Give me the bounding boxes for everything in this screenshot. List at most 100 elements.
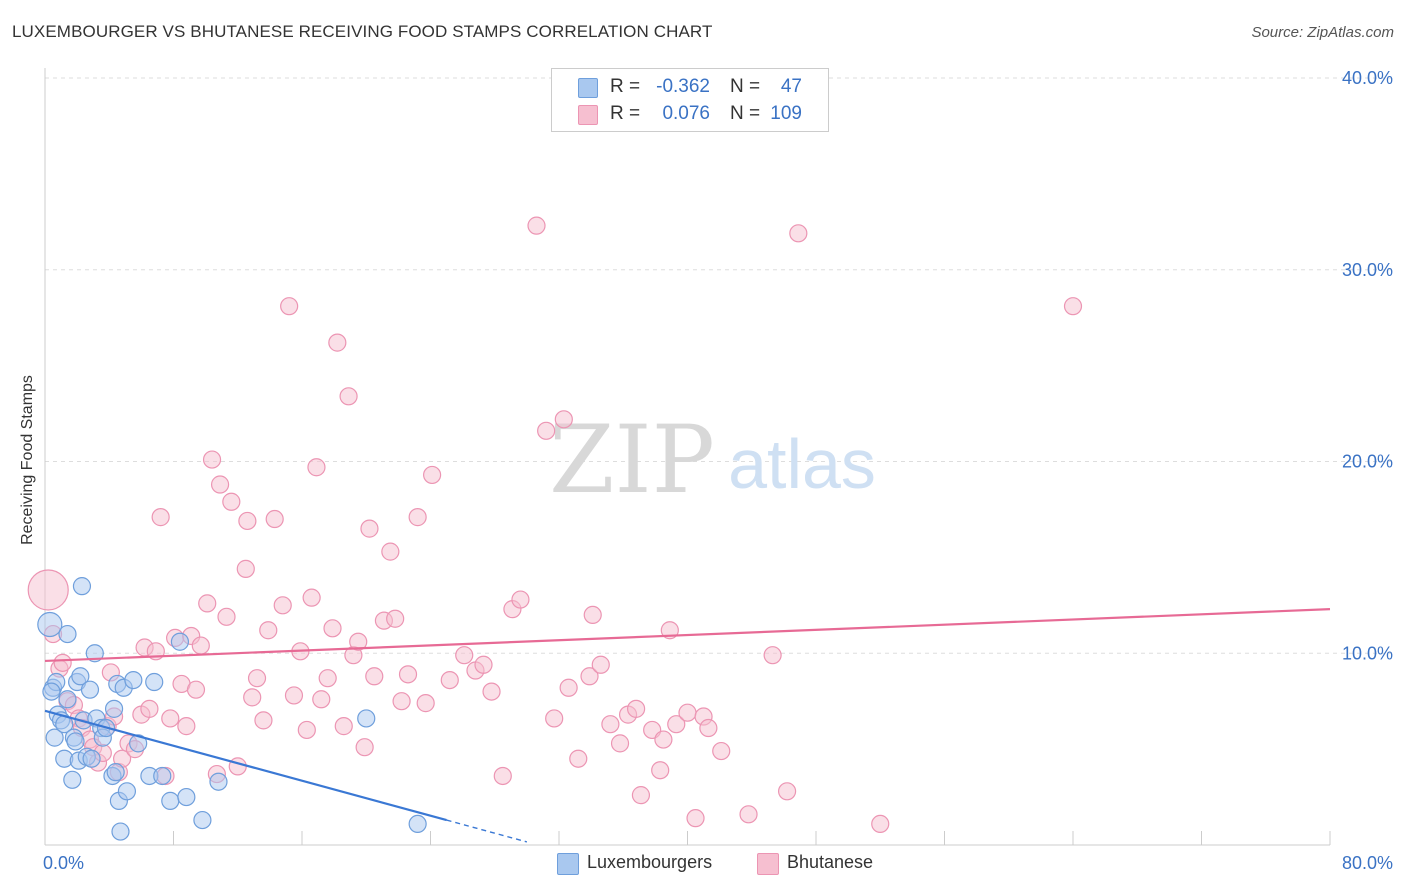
bhutanese-points bbox=[27, 216, 1083, 834]
data-point bbox=[318, 669, 337, 688]
data-point bbox=[610, 734, 630, 753]
watermark: ZIP atlas bbox=[549, 406, 876, 515]
data-point bbox=[554, 410, 573, 429]
data-point bbox=[85, 644, 104, 663]
data-point bbox=[153, 766, 172, 786]
data-point bbox=[177, 787, 196, 807]
legend-swatch-blue bbox=[557, 853, 579, 875]
chart-title: LUXEMBOURGER VS BHUTANESE RECEIVING FOOD… bbox=[12, 22, 713, 41]
data-point bbox=[247, 669, 267, 688]
data-point bbox=[583, 605, 602, 625]
data-point bbox=[254, 711, 273, 730]
data-point bbox=[763, 646, 782, 665]
data-point bbox=[777, 782, 797, 801]
data-point bbox=[284, 686, 304, 705]
data-point bbox=[193, 810, 212, 830]
data-point bbox=[280, 297, 299, 316]
data-point bbox=[591, 655, 610, 674]
legend-r-key: R = bbox=[610, 103, 641, 124]
data-point bbox=[63, 770, 82, 789]
data-point bbox=[191, 636, 210, 655]
data-point bbox=[654, 730, 673, 749]
data-point bbox=[151, 508, 170, 527]
stats-legend: R = -0.362 N = 47 R = 0.076 N = 109 bbox=[551, 68, 829, 132]
data-point bbox=[493, 766, 512, 786]
data-point bbox=[161, 709, 180, 728]
data-point bbox=[129, 734, 148, 753]
y-tick-label: 30.0% bbox=[1342, 260, 1393, 280]
legend-n-key: N = bbox=[730, 103, 761, 124]
data-point bbox=[699, 718, 718, 738]
data-point bbox=[392, 692, 411, 711]
data-point bbox=[416, 694, 435, 713]
data-point bbox=[104, 699, 124, 718]
data-point bbox=[72, 577, 92, 596]
trend-line-bhutanese bbox=[44, 608, 1331, 663]
data-point bbox=[297, 720, 316, 740]
data-point bbox=[455, 646, 474, 665]
data-point bbox=[124, 670, 143, 690]
data-point bbox=[651, 761, 670, 780]
data-point bbox=[273, 596, 292, 615]
data-point bbox=[58, 690, 77, 709]
data-point bbox=[328, 333, 347, 352]
data-point bbox=[474, 655, 493, 674]
data-point bbox=[117, 782, 137, 801]
data-point bbox=[631, 786, 651, 805]
data-point bbox=[177, 717, 196, 736]
data-point bbox=[527, 216, 546, 235]
data-point bbox=[712, 741, 731, 761]
data-point bbox=[265, 509, 284, 529]
tick-labels: 10.0% 20.0% 30.0% 40.0% 0.0% 80.0% bbox=[43, 68, 1393, 873]
data-point bbox=[339, 387, 358, 406]
data-point bbox=[170, 632, 190, 651]
data-point bbox=[202, 450, 222, 469]
data-point bbox=[236, 559, 255, 578]
legend-n-key: N = bbox=[730, 76, 761, 97]
data-point bbox=[408, 814, 427, 834]
data-point bbox=[243, 688, 262, 707]
data-point bbox=[198, 594, 217, 613]
data-point bbox=[71, 667, 90, 686]
legend-label: Bhutanese bbox=[787, 852, 874, 872]
data-point bbox=[106, 763, 125, 782]
data-point bbox=[739, 805, 758, 824]
trend-line-luxembourgers bbox=[44, 709, 447, 822]
legend-row-luxembourgers: R = -0.362 N = 47 bbox=[552, 75, 828, 101]
data-point bbox=[82, 749, 101, 768]
luxembourger-points bbox=[37, 577, 427, 841]
y-tick-label: 40.0% bbox=[1342, 68, 1393, 88]
data-point bbox=[145, 672, 164, 692]
data-point bbox=[537, 421, 556, 440]
data-point bbox=[667, 715, 686, 734]
data-point bbox=[871, 814, 890, 834]
y-tick-label: 20.0% bbox=[1342, 452, 1393, 472]
data-point bbox=[423, 465, 442, 485]
legend-swatch-blue bbox=[578, 78, 598, 98]
data-point bbox=[58, 624, 77, 644]
data-point bbox=[545, 709, 564, 728]
data-point bbox=[238, 511, 257, 531]
axes bbox=[44, 68, 1331, 846]
data-point bbox=[140, 699, 159, 718]
data-point bbox=[37, 611, 63, 638]
data-point bbox=[222, 492, 241, 511]
data-point bbox=[1063, 297, 1083, 316]
data-point bbox=[210, 475, 230, 494]
data-point bbox=[228, 757, 247, 776]
legend-r-value: -0.362 bbox=[656, 76, 710, 97]
data-point bbox=[440, 670, 459, 690]
legend-n-value: 47 bbox=[780, 76, 802, 97]
watermark-zip: ZIP bbox=[549, 406, 715, 515]
data-point bbox=[789, 224, 808, 243]
data-point bbox=[381, 542, 400, 561]
legend-r-value: 0.076 bbox=[662, 103, 710, 124]
data-point bbox=[312, 690, 331, 709]
data-point bbox=[42, 682, 61, 701]
data-point bbox=[686, 809, 705, 828]
legend-swatch-pink bbox=[578, 105, 598, 125]
data-point bbox=[349, 632, 368, 651]
watermark-atlas: atlas bbox=[728, 425, 876, 503]
x-tick-label: 0.0% bbox=[43, 853, 84, 873]
